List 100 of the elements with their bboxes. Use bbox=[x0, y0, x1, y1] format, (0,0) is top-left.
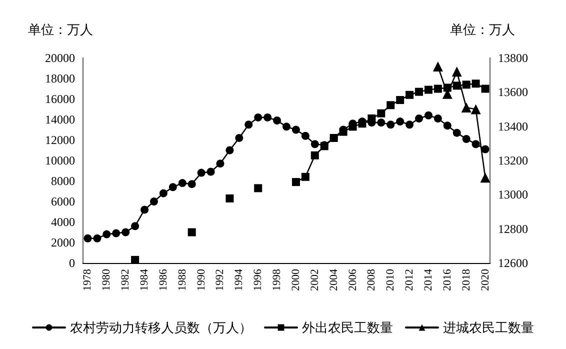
x-tick-label: 2012 bbox=[404, 269, 416, 291]
point bbox=[159, 189, 168, 198]
point bbox=[102, 230, 111, 238]
legend-label: 外出农民工数量 bbox=[302, 320, 393, 335]
point bbox=[188, 180, 196, 188]
point bbox=[443, 84, 452, 92]
y-tick-label: 10000 bbox=[45, 154, 75, 168]
point bbox=[254, 113, 262, 122]
y2-tick-label: 12600 bbox=[498, 256, 528, 270]
point bbox=[264, 113, 272, 122]
point bbox=[140, 206, 149, 214]
y-tick-label: 4000 bbox=[51, 215, 75, 229]
point bbox=[168, 183, 177, 192]
y-tick-label: 6000 bbox=[51, 194, 75, 208]
point bbox=[415, 88, 424, 96]
x-tick-label: 1980 bbox=[100, 268, 113, 291]
point bbox=[377, 118, 386, 127]
point bbox=[481, 145, 490, 154]
x-tick-label: 2016 bbox=[441, 268, 454, 291]
point bbox=[226, 194, 234, 202]
y2-tick-label: 13800 bbox=[498, 51, 528, 65]
point bbox=[197, 168, 206, 177]
point bbox=[396, 118, 404, 126]
x-tick-label: 1982 bbox=[120, 269, 132, 291]
y-tick-label: 20000 bbox=[45, 51, 75, 65]
point bbox=[122, 228, 130, 236]
x-tick-label: 2000 bbox=[290, 268, 302, 291]
point bbox=[462, 134, 470, 143]
x-tick-label: 1998 bbox=[271, 268, 284, 291]
point bbox=[310, 140, 319, 148]
point bbox=[112, 229, 120, 238]
x-tick-label: 2008 bbox=[366, 268, 378, 291]
point bbox=[188, 228, 196, 236]
x-tick-label: 1992 bbox=[214, 269, 226, 291]
point bbox=[462, 80, 470, 89]
x-tick-label: 2014 bbox=[422, 268, 434, 291]
point bbox=[434, 114, 442, 122]
point bbox=[406, 90, 414, 99]
point bbox=[84, 234, 92, 242]
point bbox=[150, 198, 158, 206]
point bbox=[178, 179, 186, 188]
y-tick-label: 2000 bbox=[51, 236, 75, 250]
point bbox=[452, 82, 461, 90]
y2-tick-label: 13000 bbox=[498, 188, 528, 202]
point bbox=[452, 128, 461, 137]
point bbox=[432, 62, 443, 72]
legend-label: 农村劳动力转移人员数（万人） bbox=[70, 320, 252, 335]
point bbox=[368, 114, 376, 122]
point bbox=[386, 120, 395, 129]
point bbox=[292, 178, 300, 186]
x-tick-label: 1990 bbox=[195, 268, 208, 291]
point bbox=[470, 104, 481, 114]
point bbox=[480, 172, 490, 183]
x-tick-label: 2020 bbox=[479, 268, 492, 291]
x-tick-label: 2010 bbox=[384, 268, 397, 291]
x-tick-label: 2004 bbox=[328, 268, 340, 291]
y2-axis-title: 单位：万人 bbox=[450, 22, 515, 37]
point bbox=[206, 168, 215, 176]
point bbox=[348, 122, 357, 131]
point bbox=[93, 234, 102, 242]
x-tick-label: 1986 bbox=[157, 268, 170, 291]
point bbox=[273, 116, 282, 125]
point bbox=[377, 109, 386, 118]
point bbox=[452, 66, 462, 77]
point bbox=[424, 111, 432, 120]
y-tick-label: 12000 bbox=[45, 133, 75, 147]
point bbox=[301, 172, 310, 181]
point bbox=[131, 222, 140, 230]
point bbox=[292, 126, 300, 134]
y-tick-label: 8000 bbox=[51, 174, 75, 188]
point bbox=[282, 122, 290, 131]
point bbox=[330, 134, 338, 142]
point bbox=[472, 80, 480, 88]
point bbox=[310, 151, 319, 160]
x-tick-label: 2018 bbox=[460, 268, 472, 291]
point bbox=[386, 101, 395, 110]
y-tick-label: 16000 bbox=[45, 92, 75, 106]
x-tick-label: 1994 bbox=[233, 268, 246, 291]
point bbox=[461, 102, 472, 113]
y-tick-label: 18000 bbox=[45, 72, 75, 86]
point bbox=[415, 114, 424, 122]
point bbox=[131, 256, 140, 264]
legend-label: 进城农民工数量 bbox=[443, 320, 534, 335]
point bbox=[244, 120, 253, 129]
y2-tick-label: 13400 bbox=[498, 119, 528, 134]
point bbox=[434, 84, 442, 93]
x-tick-label: 2006 bbox=[346, 268, 359, 291]
y2-tick-label: 13600 bbox=[498, 85, 528, 100]
x-tick-label: 1996 bbox=[252, 268, 264, 291]
x-tick-label: 1978 bbox=[82, 268, 94, 291]
point bbox=[406, 120, 414, 129]
x-tick-label: 1988 bbox=[176, 268, 188, 291]
point bbox=[216, 160, 224, 168]
point bbox=[254, 184, 262, 192]
x-tick-label: 1984 bbox=[138, 268, 151, 291]
point bbox=[396, 96, 404, 104]
point bbox=[424, 86, 432, 94]
point bbox=[301, 132, 310, 140]
y-axis-title: 单位：万人 bbox=[28, 22, 93, 37]
y2-tick-label: 12800 bbox=[498, 222, 528, 236]
